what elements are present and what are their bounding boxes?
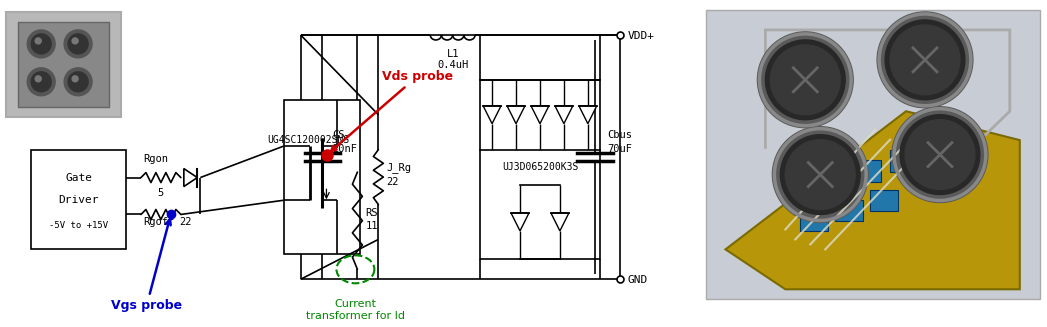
FancyBboxPatch shape <box>836 199 863 221</box>
Text: 22: 22 <box>386 177 399 187</box>
Text: 22: 22 <box>179 217 192 228</box>
Text: Vgs probe: Vgs probe <box>111 220 182 312</box>
FancyBboxPatch shape <box>706 10 1040 299</box>
Circle shape <box>771 45 840 115</box>
Text: Gate: Gate <box>65 173 92 182</box>
Circle shape <box>36 76 41 82</box>
Text: 0.4uH: 0.4uH <box>438 60 469 70</box>
Circle shape <box>27 68 55 96</box>
Circle shape <box>64 68 92 96</box>
Text: Cbus: Cbus <box>607 130 631 140</box>
Circle shape <box>892 107 988 202</box>
Text: 20nF: 20nF <box>333 144 357 154</box>
Circle shape <box>31 72 51 92</box>
Text: 70uF: 70uF <box>607 144 631 154</box>
Text: Rgoff: Rgoff <box>143 217 174 228</box>
Circle shape <box>68 34 88 54</box>
Circle shape <box>885 20 965 100</box>
Circle shape <box>68 72 88 92</box>
Circle shape <box>765 40 845 120</box>
Text: GND: GND <box>628 275 648 285</box>
Circle shape <box>64 30 92 58</box>
FancyBboxPatch shape <box>890 150 918 172</box>
Text: 11: 11 <box>365 221 378 231</box>
Text: -5V to +15V: -5V to +15V <box>49 221 108 230</box>
FancyBboxPatch shape <box>800 210 828 232</box>
Circle shape <box>72 38 79 44</box>
Text: UJ3D065200K3S: UJ3D065200K3S <box>502 162 578 172</box>
Polygon shape <box>555 106 573 124</box>
Text: Driver: Driver <box>59 195 98 204</box>
Text: J_Rg: J_Rg <box>386 162 411 173</box>
Text: UG4SC120002SNS: UG4SC120002SNS <box>267 135 350 145</box>
Polygon shape <box>511 213 529 231</box>
Circle shape <box>900 115 980 195</box>
Text: CS: CS <box>333 130 344 140</box>
Polygon shape <box>579 106 597 124</box>
Circle shape <box>757 32 853 128</box>
Circle shape <box>890 25 960 95</box>
Polygon shape <box>483 106 502 124</box>
FancyBboxPatch shape <box>31 150 126 250</box>
Circle shape <box>773 127 868 222</box>
Text: 5: 5 <box>158 187 164 198</box>
FancyBboxPatch shape <box>481 80 600 259</box>
Polygon shape <box>531 106 549 124</box>
FancyBboxPatch shape <box>18 22 109 107</box>
Circle shape <box>785 140 855 210</box>
Polygon shape <box>551 213 569 231</box>
Text: L1: L1 <box>447 49 460 59</box>
Text: RS: RS <box>365 208 378 218</box>
FancyBboxPatch shape <box>284 100 360 254</box>
Polygon shape <box>184 169 197 186</box>
FancyBboxPatch shape <box>816 170 843 192</box>
Circle shape <box>877 12 973 108</box>
Text: VDD+: VDD+ <box>628 31 654 41</box>
FancyBboxPatch shape <box>853 160 882 181</box>
Text: Vds probe: Vds probe <box>331 70 453 151</box>
FancyBboxPatch shape <box>6 12 121 117</box>
Polygon shape <box>726 111 1020 289</box>
Text: Rgon: Rgon <box>143 154 168 164</box>
FancyBboxPatch shape <box>870 190 898 212</box>
Circle shape <box>72 76 79 82</box>
Circle shape <box>27 30 55 58</box>
Circle shape <box>36 38 41 44</box>
Polygon shape <box>507 106 525 124</box>
Circle shape <box>31 34 51 54</box>
Text: Current
transformer for Id: Current transformer for Id <box>306 299 405 321</box>
Circle shape <box>780 135 861 215</box>
Circle shape <box>905 120 975 190</box>
